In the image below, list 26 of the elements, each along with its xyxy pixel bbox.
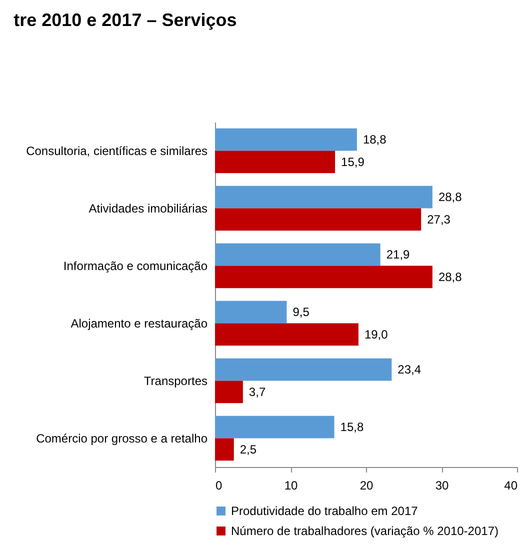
- chart-title: tre 2010 e 2017 – Serviços: [14, 10, 237, 30]
- x-tick-label: 40: [504, 478, 518, 492]
- y-tick-label: Consultoria, científicas e similares: [26, 144, 208, 158]
- legend-label: Número de trabalhadores (variação % 2010-2017): [231, 524, 498, 538]
- data-label: 15,8: [340, 420, 364, 434]
- y-tick-label: Alojamento e restauração: [70, 316, 208, 330]
- y-tick-label: Transportes: [144, 374, 208, 388]
- data-label: 23,4: [398, 362, 422, 377]
- x-tick-label: 0: [216, 478, 222, 492]
- x-tick-label: 20: [360, 478, 374, 492]
- data-label: 19,0: [364, 327, 388, 342]
- y-tick-label: Informação e comunicação: [63, 258, 208, 273]
- data-label: 3,7: [248, 384, 266, 399]
- data-label: 15,9: [341, 154, 365, 169]
- y-tick-label: Comércio por grosso e a retalho: [36, 431, 208, 446]
- data-label: 9,5: [292, 305, 310, 320]
- legend-label: Produtividade do trabalho em 2017: [231, 504, 418, 518]
- data-label: 18,8: [362, 132, 387, 147]
- data-label: 2,5: [240, 442, 257, 456]
- data-label: 28,8: [438, 190, 462, 204]
- y-tick-label: Atividades imobiliárias: [88, 201, 208, 216]
- data-label: 21,9: [386, 248, 410, 262]
- x-tick-label: 10: [284, 478, 298, 492]
- x-tick-label: 30: [435, 478, 449, 492]
- data-label: 28,8: [438, 270, 462, 284]
- data-label: 27,3: [427, 212, 451, 226]
